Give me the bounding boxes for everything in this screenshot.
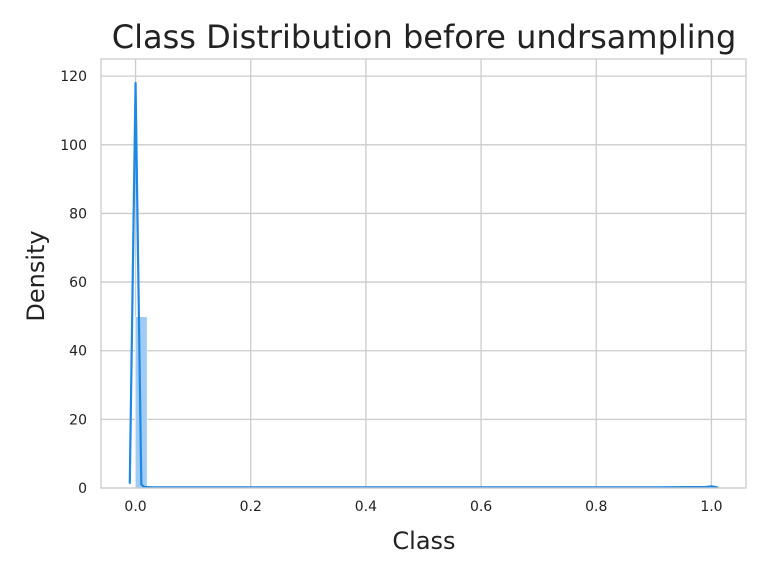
y-tick-label: 60 xyxy=(69,275,87,291)
x-tick-label: 0.8 xyxy=(585,499,607,515)
kde-density-line xyxy=(130,83,717,487)
y-tick-label: 40 xyxy=(69,344,87,360)
x-tick-label: 1.0 xyxy=(700,499,722,515)
tick-label-layer: 0.0 0.2 0.4 0.6 0.8 1.0 0 20 40 60 80 100 120 xyxy=(60,69,722,515)
y-axis-title: Density xyxy=(22,230,50,321)
x-axis-title: Class xyxy=(392,527,455,555)
chart-title: Class Distribution before undrsampling xyxy=(112,18,737,56)
plot-frame xyxy=(101,59,746,488)
kde-layer xyxy=(130,83,717,487)
y-tick-label: 0 xyxy=(78,481,87,497)
x-tick-label: 0.4 xyxy=(355,499,377,515)
y-tick-label: 100 xyxy=(60,138,87,154)
y-tick-label: 20 xyxy=(69,412,87,428)
y-tick-label: 120 xyxy=(60,69,87,85)
histogram-layer xyxy=(136,317,712,488)
grid-layer xyxy=(101,59,746,488)
x-tick-label: 0.6 xyxy=(470,499,492,515)
x-tick-label: 0.0 xyxy=(124,499,146,515)
y-tick-label: 80 xyxy=(69,206,87,222)
x-tick-label: 0.2 xyxy=(240,499,262,515)
